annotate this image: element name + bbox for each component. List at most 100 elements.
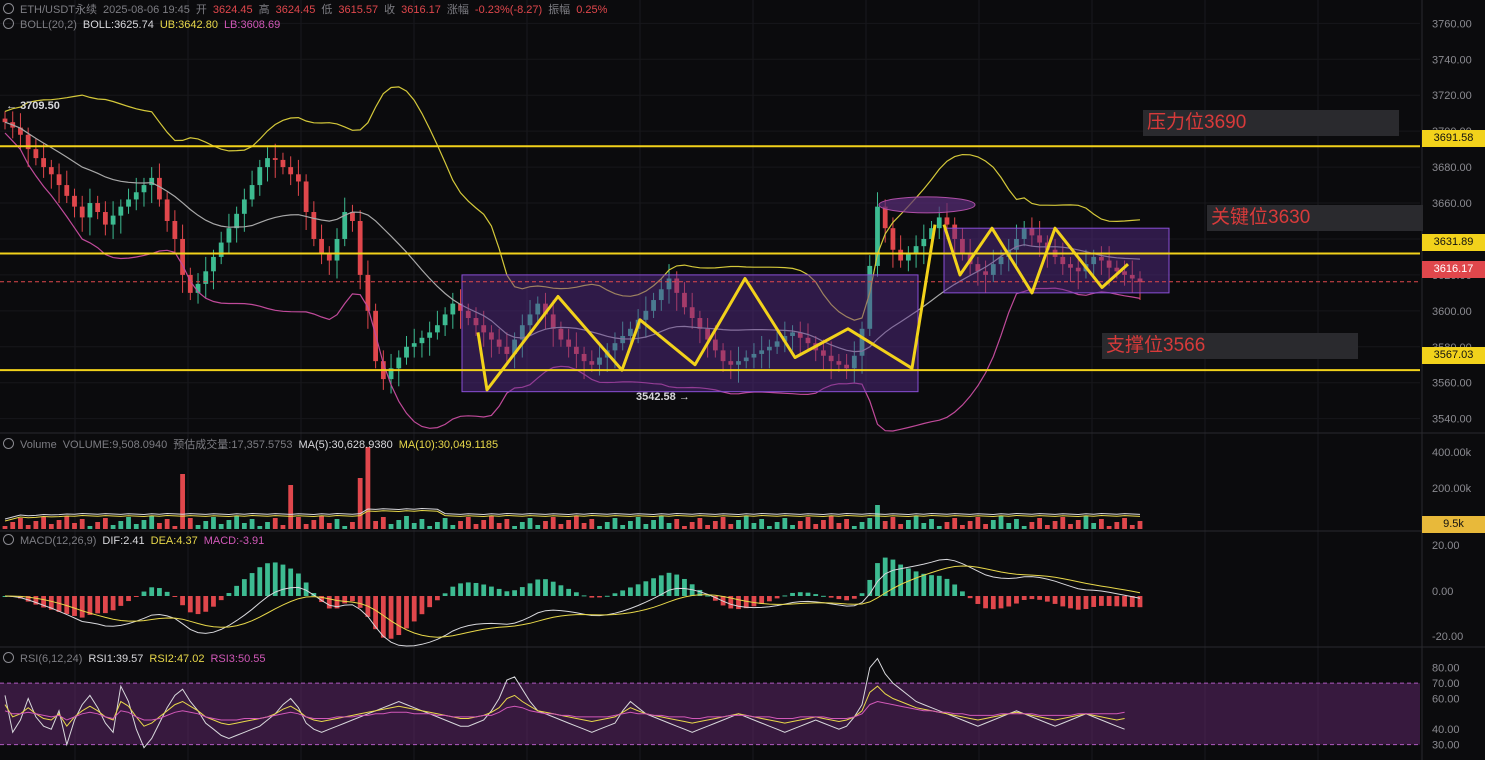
volume-bar: [450, 525, 456, 529]
candle-body: [519, 325, 525, 340]
volume-bar: [782, 518, 788, 529]
candle-body: [543, 303, 548, 315]
volume-bar: [666, 523, 672, 529]
macd-tick-label: 0.00: [1432, 586, 1453, 598]
candle-body: [357, 221, 363, 275]
candle-body: [203, 271, 209, 284]
macd-histogram-bar: [975, 596, 981, 604]
macd-histogram-bar: [218, 596, 224, 601]
volume-bar: [102, 518, 108, 529]
macd-histogram-bar: [983, 596, 988, 609]
candle-body: [465, 310, 471, 319]
volume-bar: [1052, 521, 1058, 529]
volume-bar: [573, 516, 579, 529]
macd-histogram-bar: [743, 596, 749, 609]
boll-lower-band: [4, 132, 1141, 432]
candle-body: [581, 353, 587, 362]
boll-upper-band: [4, 86, 1141, 321]
macd-histogram-bar: [558, 585, 564, 596]
eye-icon[interactable]: [3, 3, 14, 14]
candle-body: [697, 318, 703, 329]
candle-body: [929, 228, 934, 239]
candle-body: [952, 224, 958, 239]
volume-bar: [10, 522, 16, 529]
volume-bar: [56, 520, 62, 529]
macd-histogram-bar: [535, 579, 541, 596]
macd-histogram-bar: [180, 596, 185, 606]
macd-histogram-bar: [419, 596, 425, 615]
low-marker: 3542.58 →: [636, 391, 690, 403]
macd-histogram-bar: [25, 596, 31, 602]
candle-body: [326, 253, 332, 261]
candle-body: [450, 303, 456, 315]
macd-histogram-bar: [736, 596, 741, 610]
volume-bar: [983, 524, 988, 529]
volume-bar: [473, 524, 479, 529]
volume-bar: [658, 516, 664, 529]
candle-body: [102, 212, 108, 225]
macd-histogram-bar: [875, 563, 880, 596]
volume-bar: [990, 520, 996, 529]
volume-bar: [357, 478, 363, 529]
volume-bar: [682, 526, 687, 529]
macd-histogram-bar: [272, 562, 278, 596]
candle-body: [890, 228, 896, 250]
macd-histogram-bar: [929, 575, 934, 596]
macd-histogram-bar: [427, 596, 433, 608]
volume-bar: [944, 522, 950, 529]
candle-body: [79, 206, 85, 218]
volume-bar: [133, 524, 139, 529]
candle-body: [473, 318, 479, 326]
rsi-line-rsi1: [4, 657, 1125, 749]
candle-body: [434, 325, 440, 333]
candle-body: [975, 264, 981, 272]
macd-histogram-bar: [41, 596, 46, 608]
macd-histogram-bar: [434, 596, 440, 601]
volume-bar: [821, 520, 826, 529]
eye-icon[interactable]: [3, 438, 14, 449]
eye-icon[interactable]: [3, 18, 14, 29]
candle-body: [898, 249, 904, 261]
candle-body: [180, 238, 185, 275]
volume-bar: [1091, 523, 1097, 529]
volume-bar: [203, 521, 209, 529]
rsi-tick-label: 70.00: [1432, 678, 1460, 690]
eye-icon[interactable]: [3, 534, 14, 545]
volume-bar: [975, 517, 981, 529]
candle-body: [682, 292, 687, 308]
volume-bar: [844, 519, 849, 529]
candle-body: [828, 355, 834, 362]
macd-label: MACD(12,26,9): [20, 535, 97, 547]
macd-legend: MACD(12,26,9) DIF:2.41 DEA:4.37 MACD:-3.91: [3, 534, 270, 547]
volume-bar: [118, 521, 124, 529]
macd-histogram-bar: [187, 596, 193, 613]
candle-body: [875, 206, 880, 266]
candle-body: [118, 206, 124, 216]
candle-body: [805, 337, 811, 344]
volume-bar: [87, 526, 93, 529]
macd-histogram-bar: [56, 596, 62, 612]
volume-bar: [566, 520, 572, 529]
volume-bar: [180, 474, 185, 529]
volume-ma10-line: [4, 509, 1141, 522]
volume-ma5: MA(5):30,628.9380: [298, 439, 393, 451]
macd-histogram-bar: [195, 596, 201, 615]
macd-histogram-bar: [388, 596, 394, 639]
eye-icon[interactable]: [3, 652, 14, 663]
macd-histogram-bar: [1075, 596, 1081, 610]
boll-lb: LB:3608.69: [223, 19, 281, 31]
macd-histogram-bar: [350, 596, 355, 602]
open-label: 开: [195, 4, 207, 16]
price-tick-label: 3600.00: [1432, 306, 1472, 318]
macd-histogram-bar: [1083, 596, 1089, 609]
macd-histogram-bar: [774, 596, 780, 599]
low-label: 低: [321, 4, 333, 16]
resistance-price-tag: 3691.58: [1422, 130, 1485, 147]
volume-bar: [79, 519, 85, 529]
high-value: 3624.45: [275, 4, 316, 16]
volume-bar: [882, 521, 888, 529]
volume-bar: [149, 516, 155, 529]
boll-ub: UB:3642.80: [159, 19, 218, 31]
macd-histogram-bar: [326, 596, 332, 609]
